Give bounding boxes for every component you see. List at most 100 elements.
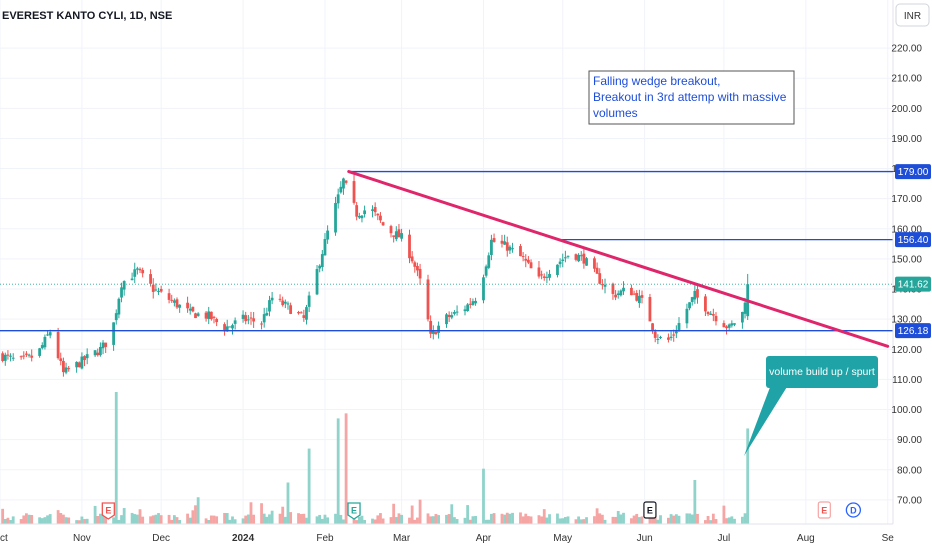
time-axis[interactable]: Oct Nov Dec 2024 Feb Mar Apr May Jun Jul Aug Se	[0, 523, 894, 544]
candle-body	[151, 284, 155, 292]
candle-body	[706, 311, 710, 315]
candle-body	[376, 213, 380, 216]
candle-body	[133, 269, 137, 277]
candle-body	[11, 357, 15, 359]
volume-callout[interactable]: volume build up / spurt	[744, 356, 878, 456]
y-tick-label: 160.00	[891, 224, 922, 235]
candle-body	[231, 325, 234, 329]
volume-bar	[281, 506, 285, 524]
volume-bar	[223, 512, 226, 524]
price-tag: 179.00	[895, 164, 931, 180]
volume-bar	[56, 510, 60, 524]
candle-body	[207, 311, 211, 319]
event-marker-e[interactable]: E	[101, 502, 115, 520]
candle-body	[62, 360, 65, 373]
candle-body	[437, 325, 440, 333]
event-marker-label: D	[850, 506, 857, 516]
grid-layer	[0, 0, 893, 524]
candle-body	[725, 326, 728, 329]
volume-bar	[355, 520, 359, 524]
event-marker-e[interactable]: E	[817, 501, 831, 519]
candle-body	[521, 256, 525, 258]
candle-body	[209, 311, 213, 320]
wedge-annotation-line-1: Falling wedge breakout,	[593, 74, 720, 88]
event-marker-d[interactable]: D	[845, 502, 862, 518]
candle-body	[30, 355, 34, 358]
candle-body	[711, 314, 715, 316]
candle-body	[640, 295, 644, 298]
candle-body	[25, 353, 28, 355]
volume-bar	[373, 519, 377, 524]
candle-body	[170, 299, 174, 301]
volume-bar	[22, 515, 26, 524]
candle-body	[484, 266, 488, 276]
candle-body	[336, 194, 340, 204]
volume-bar	[426, 513, 430, 524]
volume-bar	[474, 515, 477, 524]
x-tick-label: Apr	[476, 533, 492, 544]
price-axis[interactable]: 70.0080.0090.00100.00110.00120.00130.001…	[891, 0, 931, 524]
currency-button[interactable]: INR	[895, 3, 930, 27]
candle-body	[418, 268, 422, 279]
candle-body	[434, 331, 438, 335]
price-tag-bg	[895, 276, 931, 292]
candle-body	[688, 302, 691, 309]
volume-bar	[172, 515, 176, 524]
volume-bar	[77, 520, 81, 524]
volume-bar	[640, 516, 644, 524]
price-tag-bg	[895, 323, 931, 339]
event-marker-label: E	[647, 506, 653, 516]
candle-body	[519, 246, 522, 257]
volume-bar	[408, 517, 411, 524]
candle-body	[344, 180, 348, 183]
volume-bar	[252, 514, 256, 524]
candle-body	[733, 323, 736, 325]
volume-bar	[112, 517, 116, 524]
event-marker-label: E	[351, 506, 357, 516]
candle-body	[334, 202, 337, 233]
event-marker-e[interactable]: E	[347, 502, 361, 520]
event-marker-shape	[101, 502, 115, 520]
trend-layer	[347, 170, 890, 348]
volume-bar	[416, 517, 419, 524]
candle-body	[241, 314, 245, 319]
candle-body	[511, 248, 514, 250]
candle-body	[529, 262, 533, 269]
volume-bar	[320, 518, 324, 524]
volume-bar	[453, 517, 456, 524]
candle-body	[487, 255, 491, 268]
candle-body	[175, 299, 179, 308]
volume-bar	[667, 517, 670, 524]
candle-body	[299, 312, 303, 314]
price-tag-label: 179.00	[898, 167, 929, 178]
candle-body	[730, 323, 734, 326]
wedge-annotation[interactable]: Falling wedge breakout, Breakout in 3rd …	[588, 70, 795, 125]
candle-body	[659, 337, 662, 339]
candle-body	[630, 287, 633, 296]
volume-callout-pointer	[744, 382, 790, 456]
volume-callout-text: volume build up / spurt	[769, 366, 875, 378]
candle-body	[188, 308, 192, 311]
volume-bar	[598, 513, 602, 524]
volume-bar	[231, 516, 234, 524]
chart-header: EVEREST KANTO CYLI, 1D, NSE	[2, 10, 172, 22]
volume-bar	[246, 514, 250, 524]
volume-bar	[141, 516, 145, 524]
candle-body	[38, 348, 42, 356]
candle-body	[490, 239, 493, 255]
event-marker-label: E	[105, 506, 111, 516]
volume-bar	[62, 514, 65, 524]
candle-body	[577, 254, 581, 262]
y-tick-label: 200.00	[891, 104, 922, 115]
volume-bar	[503, 514, 507, 524]
candle-body	[474, 300, 477, 304]
volume-bar	[244, 515, 248, 524]
event-marker-e[interactable]: E	[643, 501, 657, 519]
volume-bar	[342, 519, 345, 524]
candle-body	[101, 342, 105, 349]
candle-body	[505, 242, 509, 251]
volume-bar	[270, 510, 274, 524]
candle-body	[693, 290, 697, 300]
candle-body	[566, 255, 570, 257]
candle-body	[225, 326, 229, 332]
